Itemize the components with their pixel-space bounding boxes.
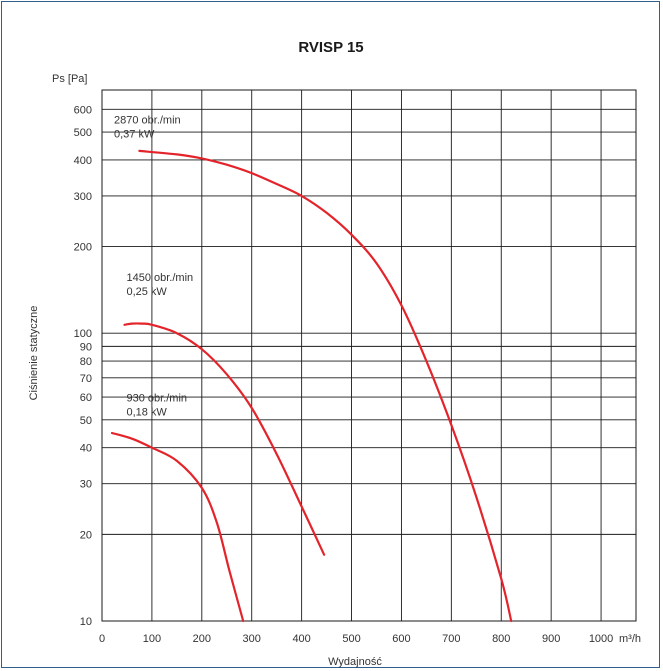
x-unit-label-text: m³/h xyxy=(619,633,641,645)
y-tick-label: 500 xyxy=(74,127,92,139)
y-tick-label: 20 xyxy=(80,529,92,541)
plot-border xyxy=(101,89,637,622)
series-labels: 2870 obr./min 0,37 kW 1450 obr./min 0,25 kW… xyxy=(114,115,193,419)
series-label-power-1: 0,25 kW xyxy=(126,286,167,298)
x-tick-label: 900 xyxy=(542,633,560,645)
y-tick-label: 70 xyxy=(80,373,92,385)
y-unit-label: Ps [Pa] xyxy=(52,73,87,85)
y-tick-label: 300 xyxy=(74,191,92,203)
y-tick-label: 80 xyxy=(80,356,92,368)
grid xyxy=(101,89,637,622)
x-tick-labels: 0 100 200 300 400 500 600 700 800 900 1000 xyxy=(99,633,613,645)
series-line-1 xyxy=(123,322,326,556)
x-tick-label: 800 xyxy=(492,633,510,645)
x-tick-label: 500 xyxy=(342,633,360,645)
y-tick-label: 60 xyxy=(80,392,92,404)
y-tick-label: 100 xyxy=(74,328,92,340)
x-tick-label: 200 xyxy=(193,633,211,645)
series-label-speed-0: 2870 obr./min xyxy=(114,115,181,127)
series-curves xyxy=(110,149,513,623)
x-tick-label: 300 xyxy=(243,633,261,645)
series-line-0 xyxy=(138,149,513,623)
series-line-2 xyxy=(110,431,245,623)
series-label-speed-2: 930 obr./min xyxy=(126,392,187,404)
y-tick-label: 30 xyxy=(80,479,92,491)
x-tick-label: 700 xyxy=(442,633,460,645)
x-tick-label: 400 xyxy=(292,633,310,645)
x-tick-label: 0 xyxy=(99,633,105,645)
x-tick-label: 1000 xyxy=(589,633,613,645)
y-tick-label: 40 xyxy=(80,443,92,455)
y-tick-label: 50 xyxy=(80,415,92,427)
x-axis-title: Wydajność xyxy=(328,656,382,668)
series-label-power-2: 0,18 kW xyxy=(126,406,167,418)
y-tick-label: 10 xyxy=(80,616,92,628)
y-tick-label: 600 xyxy=(74,104,92,116)
y-tick-label: 90 xyxy=(80,341,92,353)
x-tick-label: 600 xyxy=(392,633,410,645)
chart-title: RVISP 15 xyxy=(298,39,363,56)
series-label-speed-1: 1450 obr./min xyxy=(126,272,193,284)
y-tick-label: 400 xyxy=(74,155,92,167)
x-tick-label: 100 xyxy=(143,633,161,645)
y-tick-label: 200 xyxy=(74,242,92,254)
y-axis-title: Ciśnienie statyczne xyxy=(28,306,40,401)
x-unit-label: m³/h xyxy=(619,633,641,645)
series-label-power-0: 0,37 kW xyxy=(114,129,155,141)
